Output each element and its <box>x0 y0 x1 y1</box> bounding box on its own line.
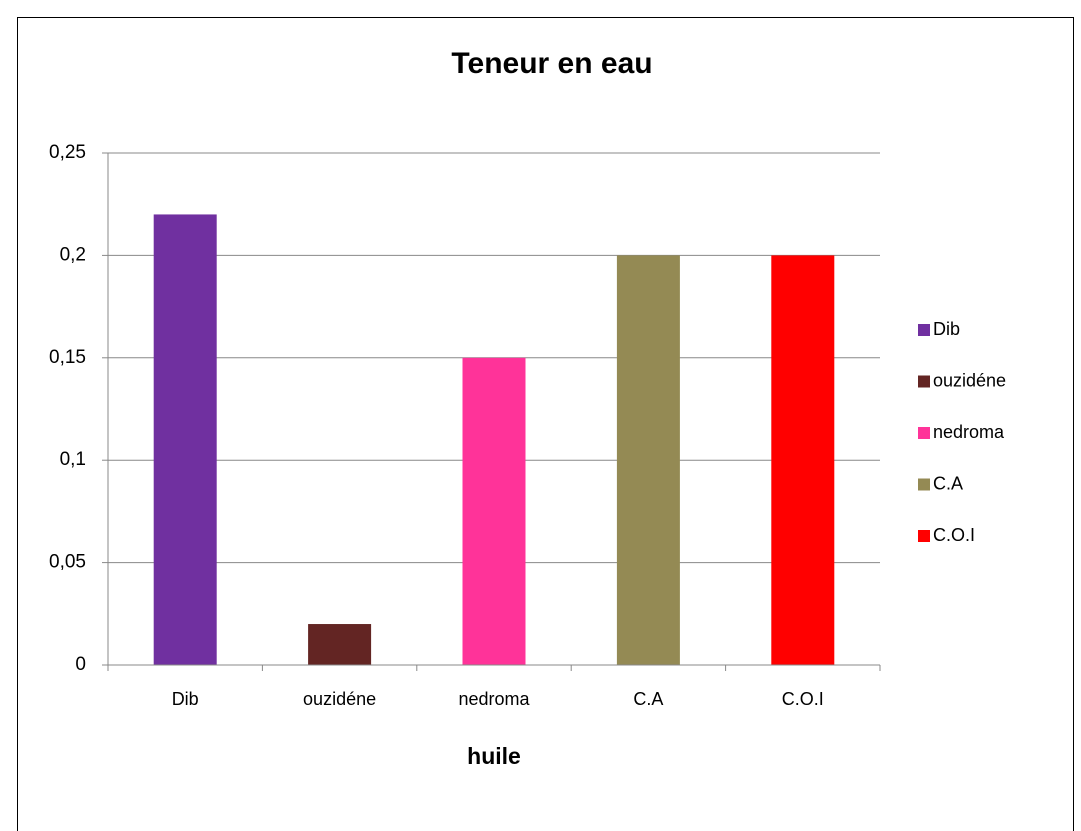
x-tick-label: ouzidéne <box>303 689 376 709</box>
legend-label: ouzidéne <box>933 370 1006 390</box>
chart-title: Teneur en eau <box>451 47 652 80</box>
legend-label: nedroma <box>933 422 1005 442</box>
legend-label: C.O.I <box>933 525 975 545</box>
bar <box>462 357 526 665</box>
legend-swatch <box>918 478 930 491</box>
x-tick-label: C.O.I <box>782 689 824 709</box>
y-tick-label: 0 <box>75 654 86 675</box>
y-tick-label: 0,15 <box>49 347 86 368</box>
y-tick-label: 0,25 <box>49 142 86 163</box>
bar <box>308 624 372 665</box>
y-tick-label: 0,05 <box>49 552 86 573</box>
legend-swatch <box>918 375 930 388</box>
legend-swatch <box>918 427 930 439</box>
bar <box>771 255 835 665</box>
bar <box>616 255 680 665</box>
x-tick-label: C.A <box>633 689 663 709</box>
x-axis-label: huile <box>467 743 521 769</box>
legend-swatch <box>918 324 930 336</box>
legend-swatch <box>918 530 930 542</box>
legend-label: Dib <box>933 319 960 339</box>
legend-label: C.A <box>933 473 963 493</box>
x-tick-label: Dib <box>172 689 199 709</box>
bar <box>153 214 217 665</box>
x-tick-label: nedroma <box>458 689 530 709</box>
y-tick-label: 0,1 <box>60 449 86 470</box>
y-tick-label: 0,2 <box>60 244 86 265</box>
